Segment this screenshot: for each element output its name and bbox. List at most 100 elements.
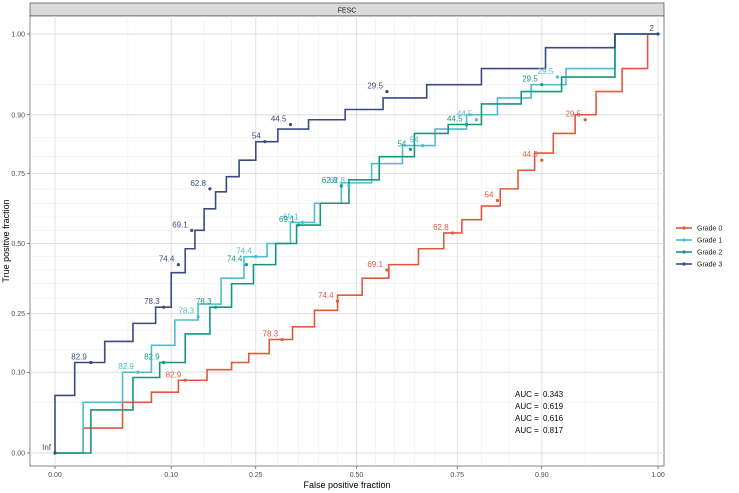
cutoff-label-grade-1: 29.5 — [538, 67, 554, 76]
cutoff-point-grade-2 — [339, 184, 343, 188]
x-tick-label: 0.75 — [450, 472, 464, 479]
cutoff-point-grade-2 — [213, 305, 218, 309]
cutoff-label-grade-0: 69.1 — [367, 260, 383, 269]
cutoff-point-grade-2 — [296, 223, 301, 227]
cutoff-point-grade-0 — [495, 198, 500, 203]
x-axis-ticks: 0.00 0.10 0.25 0.50 0.75 0.90 1.00 — [48, 466, 665, 479]
cutoff-label-grade-2: 29.5 — [522, 75, 538, 84]
y-tick-label: 0.75 — [11, 171, 25, 178]
cutoff-label-grade-0: 62.8 — [433, 223, 449, 232]
cutoff-label-grade-0: 74.4 — [318, 291, 334, 300]
cutoff-point-grade-0 — [280, 337, 284, 342]
cutoff-point-grade-1 — [347, 184, 351, 188]
legend: Grade 0 Grade 1 Grade 2 Grade 3 — [676, 226, 722, 269]
x-tick-label: 0.50 — [350, 472, 364, 479]
cutoff-label-grade-3: 2 — [650, 24, 655, 33]
cutoff-label-grade-0: 78.3 — [263, 330, 279, 339]
cutoff-point-grade-1 — [301, 220, 305, 224]
cutoff-point-grade-1 — [474, 118, 478, 122]
y-tick-label: 0.25 — [11, 311, 25, 318]
cutoff-label-grade-3: 74.4 — [159, 255, 175, 264]
cutoff-point-grade-3 — [162, 305, 166, 309]
legend-label-grade-2: Grade 2 — [697, 250, 722, 257]
auc-value-grade-0: 0.343 — [543, 390, 564, 399]
y-tick-label: 0.90 — [11, 112, 25, 119]
cutoff-label-grade-1: 62.8 — [329, 176, 345, 185]
y-tick-label: 0.50 — [11, 241, 25, 248]
cutoff-point-grade-0 — [385, 268, 389, 272]
cutoff-label-grade-2: 44.5 — [447, 114, 463, 123]
cutoff-label-grade-2: 54 — [397, 139, 406, 148]
cutoff-point-grade-0 — [183, 378, 187, 382]
y-tick-label: 0.10 — [11, 370, 25, 377]
cutoff-point-grade-1 — [555, 75, 559, 79]
cutoff-label-grade-3: 44.5 — [271, 114, 287, 123]
roc-curves — [54, 33, 658, 454]
legend-dot-grade-1 — [682, 238, 686, 242]
facet-title: FESC — [338, 8, 357, 15]
x-tick-label: 1.00 — [651, 472, 665, 479]
roc-curve-grade-0 — [55, 33, 658, 454]
cutoff-point-grade-2 — [465, 122, 469, 127]
roc-curve-grade-3 — [54, 33, 658, 453]
legend-label-grade-1: Grade 1 — [697, 238, 722, 245]
cutoff-point-grade-3 — [385, 89, 389, 94]
cutoff-point-grade-3 — [190, 228, 194, 232]
cutoff-label-grade-0: 44.5 — [522, 150, 538, 159]
cutoff-point-grade-1 — [254, 255, 258, 259]
legend-dot-grade-2 — [682, 250, 686, 254]
cutoff-label-grade-0: 29.5 — [566, 110, 582, 119]
cutoff-label-grade-3: 78.3 — [144, 297, 160, 306]
cutoff-point-grade-2 — [408, 147, 412, 151]
auc-label-grade-2: AUC = — [515, 414, 539, 423]
cutoff-label-grade-2: 62.8 — [322, 176, 338, 185]
legend-dot-grade-3 — [682, 262, 686, 266]
cutoff-point-grade-2 — [540, 83, 544, 87]
cutoff-label-grade-3: 29.5 — [367, 82, 383, 91]
auc-annotations: AUC = 0.343 AUC = 0.619 AUC = 0.616 AUC = 0.817 — [515, 390, 564, 435]
x-axis-title: False positive fraction — [303, 480, 390, 490]
cutoff-label-grade-1: 78.3 — [178, 307, 194, 316]
cutoff-label-grade-2: 82.9 — [144, 353, 160, 362]
cutoff-label-grade-2: 74.4 — [227, 255, 243, 264]
cutoff-point-grade-3 — [208, 187, 212, 191]
roc-curve-grade-2 — [55, 33, 658, 454]
cutoff-point-grade-0 — [335, 299, 340, 303]
cutoff-point-grade-3 — [263, 140, 267, 144]
cutoff-label-grade-1: 54 — [410, 136, 419, 145]
y-tick-label: 1.00 — [11, 32, 25, 39]
x-tick-label: 0.00 — [48, 472, 62, 479]
cutoff-label-grade-3: 54 — [252, 132, 261, 141]
cutoff-point-grade-3 — [53, 451, 57, 455]
cutoff-point-grade-0 — [451, 231, 455, 235]
cutoff-label-grade-3: 69.1 — [172, 220, 188, 229]
x-tick-label: 0.25 — [249, 472, 263, 479]
cutoff-labels: 82.9 78.3 74.4 69.1 62.8 54 44.5 29.5 82.9 78.3 74… — [42, 24, 660, 455]
cutoff-point-grade-0 — [540, 158, 544, 162]
cutoff-label-grade-0: 82.9 — [166, 370, 182, 379]
roc-curve-grade-1 — [55, 33, 658, 454]
y-axis-ticks: 0.00 0.10 0.25 0.50 0.75 0.90 1.00 — [11, 32, 30, 458]
cutoff-point-grade-1 — [136, 370, 140, 374]
cutoff-label-grade-0: 54 — [485, 190, 494, 199]
cutoff-label-grade-3: 62.8 — [190, 179, 206, 188]
cutoff-point-grade-2 — [162, 360, 166, 365]
cutoff-label-grade-1: 74.4 — [236, 247, 252, 256]
cutoff-point-grade-1 — [196, 315, 200, 319]
legend-label-grade-0: Grade 0 — [697, 226, 722, 233]
auc-value-grade-1: 0.619 — [543, 402, 564, 411]
cutoff-point-grade-3 — [656, 32, 660, 36]
cutoff-point-grade-2 — [244, 263, 248, 267]
cutoff-label-grade-2: 78.3 — [196, 297, 212, 306]
y-tick-label: 0.00 — [11, 451, 25, 458]
cutoff-label-grade-2: 69.1 — [279, 215, 295, 224]
x-tick-label: 0.90 — [535, 472, 549, 479]
cutoff-label-grade-1: 44.5 — [457, 110, 473, 119]
y-axis-title: True positive fraction — [1, 199, 11, 282]
cutoff-label-grade-3: 82.9 — [71, 353, 87, 362]
auc-label-grade-3: AUC = — [515, 426, 539, 435]
auc-value-grade-2: 0.616 — [543, 414, 564, 423]
legend-label-grade-3: Grade 3 — [697, 262, 722, 269]
cutoff-point-grade-1 — [420, 143, 425, 148]
cutoff-point-grade-0 — [583, 118, 587, 122]
